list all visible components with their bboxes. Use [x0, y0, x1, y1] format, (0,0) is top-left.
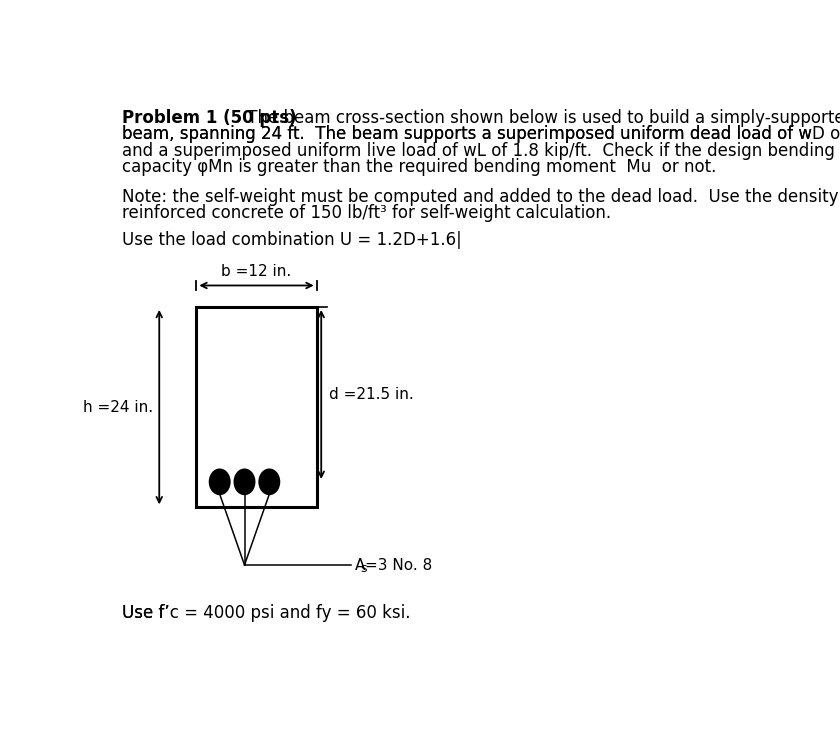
Text: and a superimposed uniform live load of wL of 1.8 kip/ft.  Check if the design b: and a superimposed uniform live load of … [122, 142, 840, 159]
Text: s: s [360, 561, 367, 575]
Text: Use f’c = 4000 psi and fy = 60 ksi.: Use f’c = 4000 psi and fy = 60 ksi. [122, 604, 411, 621]
Text: beam, spanning 24 ft.  The beam supports a superimposed uniform dead load of w: beam, spanning 24 ft. The beam supports … [122, 126, 812, 143]
Text: Use the load combination U = 1.2D+1.6|: Use the load combination U = 1.2D+1.6| [122, 231, 462, 249]
Ellipse shape [260, 469, 279, 494]
Text: h =24 in.: h =24 in. [83, 399, 153, 415]
Text: capacity φMn is greater than the required bending moment  Mu  or not.: capacity φMn is greater than the require… [122, 158, 717, 176]
Ellipse shape [210, 469, 229, 494]
Text: The beam cross-section shown below is used to build a simply-supported: The beam cross-section shown below is us… [242, 110, 840, 127]
Text: Problem 1 (50 pts) The beam cross-section shown below is used to build a simply-: Problem 1 (50 pts) The beam cross-sectio… [122, 110, 840, 127]
Text: Note: the self-weight must be computed and added to the dead load.  Use the dens: Note: the self-weight must be computed a… [122, 188, 840, 206]
Text: reinforced concrete of 150 lb/ft³ for self-weight calculation.: reinforced concrete of 150 lb/ft³ for se… [122, 204, 612, 222]
Text: =3 No. 8: =3 No. 8 [365, 558, 433, 572]
Text: Problem 1 (50 pts): Problem 1 (50 pts) [122, 110, 297, 127]
Bar [197, 307, 317, 507]
Text: beam, spanning 24 ft.  The beam supports a superimposed uniform dead load of wD : beam, spanning 24 ft. The beam supports … [122, 126, 840, 143]
Text: Use f’c = 4000 psi and f: Use f’c = 4000 psi and f [122, 604, 322, 621]
Text: beam, spanning 24 ft.  The beam supports a superimposed uniform dead load of wD : beam, spanning 24 ft. The beam supports … [122, 126, 840, 143]
Text: A: A [354, 558, 365, 572]
Text: d =21.5 in.: d =21.5 in. [329, 387, 414, 402]
Ellipse shape [234, 469, 255, 494]
Text: b =12 in.: b =12 in. [222, 264, 291, 280]
Text: Use f’: Use f’ [122, 604, 170, 621]
